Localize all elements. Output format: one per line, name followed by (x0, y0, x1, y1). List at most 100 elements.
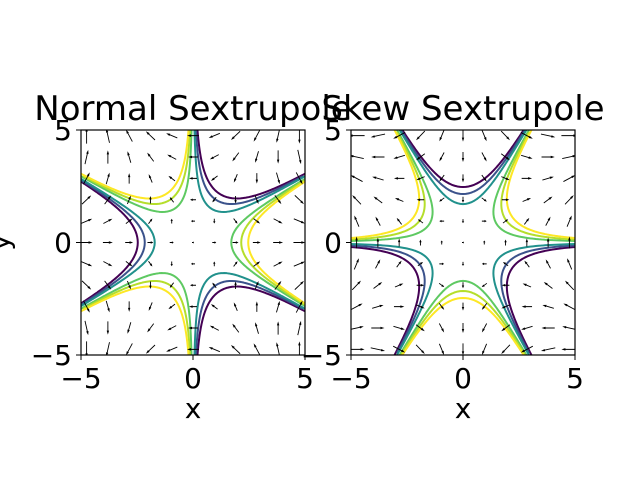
x-axis-label: x (455, 392, 472, 425)
quiver-arrow (81, 218, 93, 224)
quiver-arrow (232, 241, 239, 244)
quiver-arrow (166, 346, 178, 352)
quiver-arrow (393, 154, 405, 159)
quiver-arrow (191, 262, 195, 266)
quiver-arrow (372, 304, 384, 309)
contour-level (81, 130, 305, 355)
quiver-arrow (564, 195, 574, 205)
quiver-arrow (481, 323, 488, 333)
quiver-arrow (187, 134, 199, 137)
x-tick-label: 0 (454, 362, 472, 395)
quiver-arrow (273, 218, 283, 224)
quiver-arrow (563, 303, 575, 311)
quiver-arrow (126, 343, 133, 355)
quiver-arrow (520, 132, 533, 139)
quiver-arrow (168, 175, 176, 182)
quiver-arrow (393, 177, 405, 180)
quiver-arrow (416, 176, 425, 181)
quiver-arrow (169, 241, 174, 244)
quiver-arrow (297, 149, 302, 165)
quiver-arrow (106, 321, 110, 335)
quiver-arrow (148, 302, 153, 311)
quiver-arrow (170, 218, 173, 224)
y-tick-label: 0 (324, 227, 342, 260)
quiver-arrow (351, 303, 363, 311)
ticks: −5 0 5 −5 0 5 (301, 114, 584, 395)
quiver-arrow (147, 241, 154, 244)
quiver-arrow (355, 236, 358, 249)
quiver-arrow (85, 341, 88, 355)
contour-level (81, 130, 305, 355)
quiver-arrow (212, 282, 217, 289)
quiver-arrow (255, 173, 259, 184)
quiver-arrow (293, 241, 305, 244)
quiver-arrow (481, 262, 487, 266)
quiver-arrow (212, 241, 217, 244)
quiver-arrow (252, 241, 261, 244)
quiver-arrow (439, 262, 445, 266)
quiver-arrow (501, 198, 510, 201)
quiver-arrow (149, 281, 152, 290)
chart-title: Skew Sextrupole (321, 89, 604, 129)
quiver-arrow (461, 174, 465, 183)
quiver-arrow (351, 155, 364, 160)
quiver-arrow (187, 348, 199, 351)
quiver-arrow (417, 261, 424, 267)
quiver-arrow (540, 133, 556, 138)
quiver-arrow (562, 326, 575, 330)
quiver-arrow (376, 237, 380, 248)
quiver-arrow (394, 283, 404, 288)
quiver-arrow (188, 155, 198, 159)
quiver-arrow (105, 300, 110, 313)
quiver-arrow (370, 133, 386, 138)
quiver-arrow (396, 260, 402, 268)
quiver-arrow (126, 130, 133, 142)
quiver-arrow (126, 280, 131, 290)
quiver-arrow (168, 303, 176, 310)
x-tick-label: −5 (60, 362, 101, 395)
quiver-arrow (521, 325, 533, 330)
quiver-arrow (375, 259, 381, 269)
quiver-arrow (504, 239, 507, 246)
quiver-arrow (461, 219, 465, 224)
quiver-arrow (81, 241, 93, 244)
quiver-arrow (253, 130, 261, 142)
x-tick-label: 0 (184, 362, 202, 395)
quiver-arrow (461, 323, 465, 333)
quiver-arrow (230, 130, 241, 140)
quiver-arrow (481, 174, 487, 182)
quiver-arrow (481, 130, 487, 142)
quiver-arrow (147, 323, 155, 333)
quiver-arrow (85, 130, 88, 144)
quiver-arrow (254, 195, 259, 204)
quiver-arrow (208, 132, 221, 138)
quiver-arrow (210, 175, 218, 181)
contour-level (81, 130, 304, 355)
contour-level (351, 130, 575, 354)
y-tick-label: 5 (324, 114, 342, 147)
quiver-arrow (167, 325, 177, 331)
quiver-arrow (481, 303, 488, 310)
quiver-arrow (462, 241, 464, 244)
quiver-arrow (543, 281, 553, 289)
quiver-arrow (254, 281, 259, 290)
quiver-arrow (461, 302, 465, 311)
quiver-arrow (394, 197, 404, 202)
quiver-arrow (234, 195, 237, 204)
quiver-arrow (147, 152, 155, 162)
quiver-arrow (230, 345, 241, 355)
quiver-arrow (438, 343, 445, 355)
contour-level (351, 130, 575, 355)
ticks: −5 0 5 −5 0 5 (31, 114, 314, 395)
quiver-arrow (415, 344, 425, 354)
quiver-arrow (461, 343, 465, 355)
quiver-arrow (293, 261, 305, 267)
quiver-arrow (232, 323, 240, 333)
quiver-arrow (81, 261, 93, 267)
contour-level (82, 130, 305, 355)
quiver-arrow (438, 323, 445, 333)
y-tick-label: 5 (54, 114, 72, 147)
quiver-arrow (295, 172, 303, 185)
quiver-arrow (255, 151, 259, 163)
